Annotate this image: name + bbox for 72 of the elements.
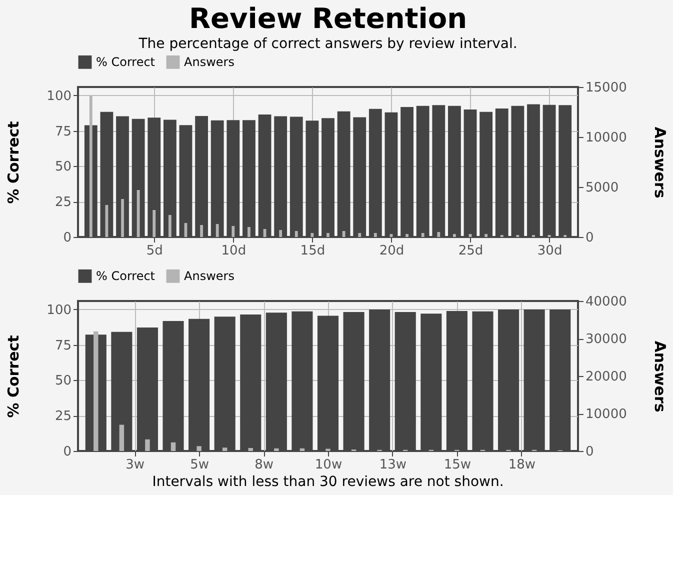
y-tick-label: 0 — [63, 444, 72, 460]
y2-tick-label: 30000 — [586, 332, 627, 347]
y2-tick-label: 15000 — [586, 80, 627, 96]
bar — [342, 231, 346, 237]
x-tick-label: 10d — [221, 244, 246, 258]
x-tick-label: 20d — [379, 244, 404, 258]
y2-axis-title: Answers — [650, 126, 669, 198]
y-tick-label: 50 — [54, 374, 72, 389]
bar — [222, 448, 228, 451]
bar — [374, 233, 377, 237]
bar — [453, 234, 456, 237]
x-tick-label: 30d — [537, 244, 562, 258]
y-tick-label: 25 — [54, 195, 72, 210]
y-tick-label: 50 — [54, 160, 72, 175]
bar — [196, 446, 202, 451]
y-tick-label: 100 — [46, 88, 72, 104]
chart-subtitle: The percentage of correct answers by review interval. — [138, 36, 518, 52]
y-tick-label: 75 — [54, 338, 72, 354]
x-tick-label: 10w — [314, 458, 342, 472]
y-tick-label: 100 — [46, 302, 72, 318]
bar — [248, 448, 253, 451]
bar — [200, 225, 203, 237]
y2-axis-title: Answers — [650, 340, 669, 412]
bar — [484, 234, 488, 237]
y2-tick-label: 20000 — [586, 370, 627, 384]
x-tick-label: 8w — [254, 458, 274, 472]
bar — [119, 424, 124, 451]
y-tick-label: 0 — [63, 230, 72, 246]
y-axis-title: % Correct — [4, 335, 23, 418]
bar — [274, 448, 279, 451]
bar — [170, 442, 176, 451]
bar — [421, 233, 424, 237]
bar — [326, 233, 330, 237]
bar — [94, 331, 98, 451]
bar — [168, 215, 172, 237]
chart-title: Review Retention — [188, 2, 468, 35]
bar — [121, 199, 124, 237]
x-tick-label: 18w — [508, 458, 536, 472]
legend-label: Answers — [184, 269, 234, 284]
y-axis-title: % Correct — [4, 121, 23, 204]
x-tick-label: 5d — [146, 244, 163, 258]
bar — [152, 210, 156, 237]
x-tick-label: 15d — [300, 244, 326, 258]
bar — [310, 233, 314, 237]
x-tick-label: 13w — [379, 458, 407, 472]
x-tick-label: 15w — [444, 458, 472, 472]
y2-tick-label: 40000 — [586, 294, 627, 310]
y2-tick-label: 0 — [586, 444, 594, 460]
legend-label: % Correct — [96, 55, 156, 70]
y2-tick-label: 0 — [586, 230, 594, 246]
y2-tick-label: 10000 — [586, 407, 627, 422]
y-tick-label: 75 — [54, 124, 72, 140]
bar — [406, 234, 408, 237]
bar — [248, 227, 250, 237]
bar — [216, 224, 219, 237]
y2-tick-label: 10000 — [586, 130, 627, 146]
bar — [232, 226, 235, 237]
text: Intervals with less than 30 reviews are not shown. — [152, 474, 504, 490]
y-tick-label: 25 — [54, 409, 72, 424]
x-tick-label: 25d — [458, 244, 484, 258]
bar — [294, 231, 298, 237]
bar — [136, 190, 140, 237]
legend-label: % Correct — [96, 269, 156, 284]
bar — [358, 233, 362, 237]
bar — [300, 448, 305, 451]
y2-tick-label: 5000 — [586, 180, 619, 196]
bar — [145, 439, 150, 451]
x-tick-label: 5w — [190, 458, 210, 472]
legend-label: Answers — [184, 55, 234, 70]
bar — [437, 232, 440, 237]
bar — [279, 230, 282, 237]
x-tick-label: 3w — [126, 458, 145, 472]
